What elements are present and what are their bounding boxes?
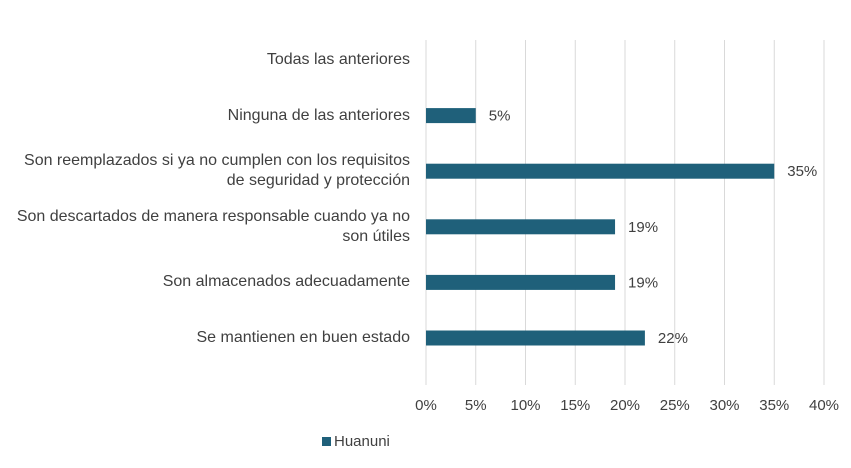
x-tick-label: 25% [660, 397, 690, 414]
x-tick-label: 35% [759, 397, 789, 414]
bar [426, 274, 616, 290]
bar [426, 108, 476, 124]
x-tick-label: 10% [510, 397, 540, 414]
x-tick-label: 40% [809, 397, 839, 414]
y-tick-label: Todas las anteriores [266, 51, 410, 68]
y-tick-label: Ninguna de las anteriores [227, 106, 410, 124]
x-tick-label: 30% [709, 397, 739, 414]
bar [426, 330, 645, 346]
bar [426, 163, 775, 179]
data-label: 19% [628, 274, 658, 291]
y-tick-label: Se mantienen en buen estado [196, 329, 411, 346]
data-label: 35% [787, 163, 817, 180]
data-label: 19% [628, 219, 658, 236]
y-tick-label: Son almacenados adecuadamente [162, 273, 410, 291]
bar [426, 219, 616, 235]
y-tick-label: Son reemplazados si ya no cumplen con lo… [24, 152, 410, 190]
legend-label: Huanuni [334, 433, 390, 450]
x-tick-label: 20% [610, 397, 640, 414]
x-tick-label: 0% [415, 397, 437, 414]
x-tick-label: 5% [465, 397, 487, 414]
legend-swatch [322, 437, 331, 446]
y-tick-label: Son descartados de manera responsable cu… [16, 207, 410, 245]
x-tick-label: 15% [560, 397, 590, 414]
data-label: 22% [658, 330, 688, 347]
data-label: 5% [489, 108, 511, 125]
